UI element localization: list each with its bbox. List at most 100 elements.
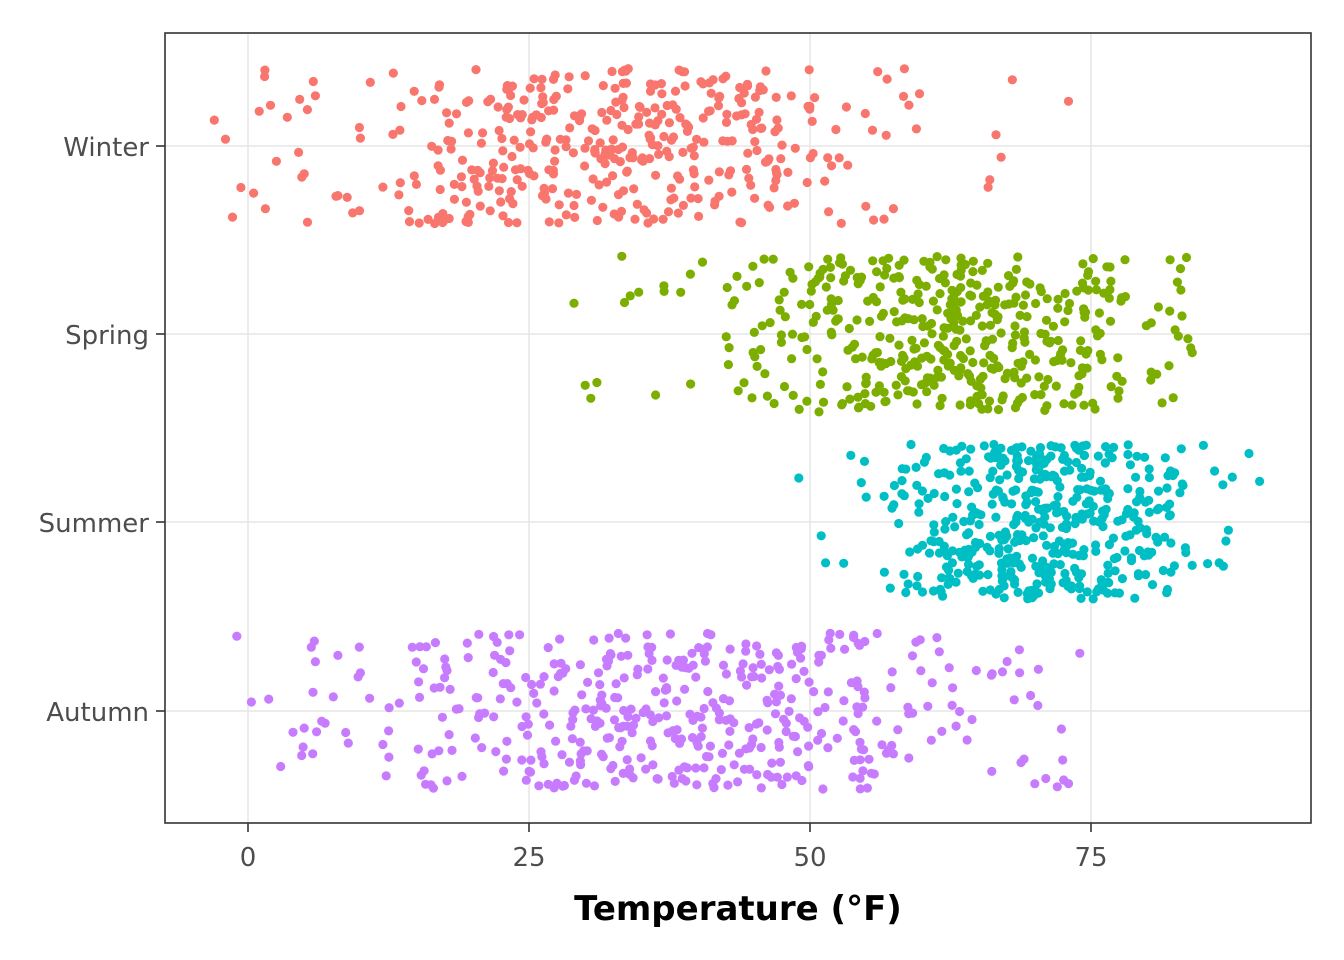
point-winter (503, 217, 514, 228)
point-spring (651, 390, 661, 400)
point-winter (561, 142, 571, 152)
point-summer (995, 475, 1005, 485)
point-winter (485, 206, 495, 216)
point-winter (777, 140, 787, 150)
point-autumn (927, 678, 937, 688)
point-autumn (447, 745, 457, 756)
point-winter (786, 91, 796, 101)
point-autumn (1009, 695, 1019, 705)
point-spring (1042, 294, 1052, 304)
point-autumn (539, 672, 549, 682)
point-spring (913, 289, 923, 299)
point-winter (675, 174, 685, 184)
point-spring (911, 343, 921, 353)
point-winter (751, 114, 762, 124)
point-summer (1045, 523, 1055, 533)
point-autumn (923, 701, 933, 711)
point-summer (1103, 560, 1113, 570)
point-summer (1042, 540, 1052, 551)
point-winter (752, 145, 762, 156)
point-winter (662, 100, 672, 111)
point-winter (423, 214, 433, 224)
point-summer (1023, 456, 1034, 466)
point-autumn (643, 664, 653, 674)
point-winter (693, 194, 703, 204)
point-autumn (782, 772, 792, 782)
point-summer (999, 593, 1009, 603)
point-summer (1227, 472, 1237, 482)
point-summer (976, 510, 986, 520)
point-summer (1061, 523, 1071, 534)
point-winter (722, 109, 732, 119)
point-winter (554, 218, 564, 228)
point-spring (1090, 404, 1100, 414)
point-autumn (1026, 690, 1036, 701)
point-summer (1051, 500, 1061, 510)
point-spring (676, 287, 686, 297)
point-autumn (1002, 656, 1012, 667)
point-spring (843, 345, 853, 355)
point-autumn (1059, 775, 1069, 785)
y-tick-label-autumn: Autumn (46, 698, 149, 728)
point-winter (598, 81, 608, 91)
point-winter (634, 119, 644, 129)
point-spring (984, 396, 995, 406)
point-spring (760, 369, 770, 379)
point-autumn (549, 783, 559, 793)
point-spring (592, 377, 602, 388)
point-autumn (1041, 773, 1051, 784)
point-winter (666, 135, 677, 145)
point-spring (979, 358, 989, 368)
point-autumn (911, 637, 921, 647)
point-summer (906, 439, 916, 450)
point-winter (790, 143, 800, 153)
point-autumn (757, 673, 767, 683)
point-winter (761, 66, 771, 76)
point-autumn (816, 650, 827, 661)
point-autumn (809, 687, 819, 697)
point-winter (736, 218, 747, 228)
point-autumn (764, 665, 774, 675)
point-summer (1066, 584, 1077, 594)
point-autumn (1014, 645, 1024, 655)
point-autumn (627, 728, 637, 738)
point-autumn (795, 713, 805, 723)
point-spring (936, 372, 947, 382)
point-summer (1040, 571, 1050, 581)
point-summer (1121, 531, 1131, 541)
point-winter (632, 199, 642, 209)
point-autumn (343, 738, 353, 748)
point-summer (991, 453, 1001, 463)
point-winter (488, 158, 498, 168)
point-autumn (463, 653, 473, 663)
point-winter (449, 179, 459, 189)
point-spring (1153, 302, 1163, 312)
point-autumn (771, 697, 782, 707)
point-spring (1059, 399, 1069, 409)
point-winter (457, 182, 467, 192)
point-winter (686, 143, 696, 153)
point-spring (797, 332, 807, 343)
point-spring (1083, 267, 1094, 277)
point-autumn (937, 726, 947, 737)
point-autumn (987, 766, 997, 777)
point-autumn (864, 754, 874, 764)
point-autumn (602, 733, 612, 743)
point-autumn (615, 742, 625, 752)
point-autumn (926, 735, 936, 745)
point-autumn (1033, 664, 1043, 674)
point-winter (494, 186, 504, 196)
point-autumn (1058, 755, 1068, 765)
point-winter (750, 193, 760, 203)
point-autumn (700, 656, 711, 666)
point-winter (882, 74, 892, 84)
point-winter (498, 211, 508, 221)
point-summer (921, 452, 931, 463)
point-summer (1103, 568, 1113, 579)
point-summer (1144, 472, 1154, 483)
point-autumn (748, 734, 758, 744)
point-winter (551, 91, 561, 101)
point-spring (1105, 285, 1115, 295)
point-spring (968, 267, 978, 277)
point-winter (487, 166, 498, 176)
